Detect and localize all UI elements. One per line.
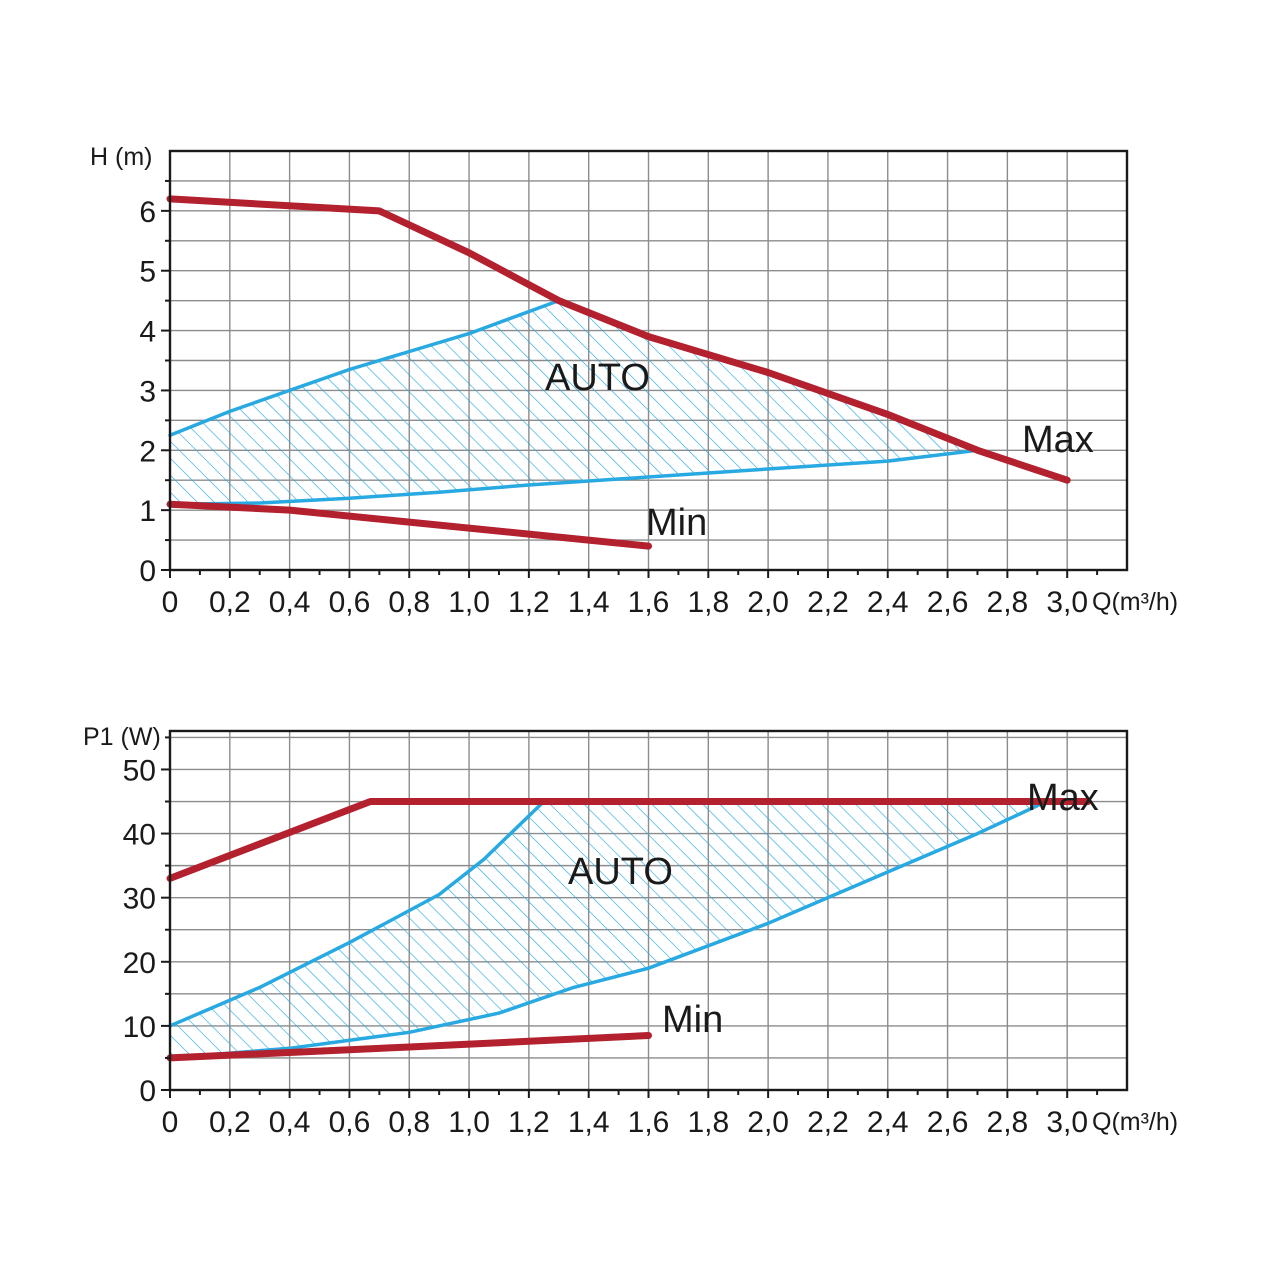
y-axis-title: P1 (W) (83, 723, 161, 751)
x-tick-label: 1,2 (508, 1106, 550, 1139)
head-chart: 0 0,2 0,4 0,6 0,8 1,0 1,2 1,4 1,6 1,8 2,0 2,2 2,4 2,6… (90, 143, 1178, 619)
min-label: Min (662, 999, 723, 1041)
x-tick-label: 1,0 (448, 1106, 490, 1139)
auto-label: AUTO (568, 851, 673, 893)
x-tick-label: 0 (162, 1106, 179, 1139)
min-curve (166, 1032, 652, 1062)
y-tick-label: 5 (139, 256, 156, 289)
x-tick-label: 2,0 (747, 1106, 789, 1139)
max-curve (166, 195, 1071, 484)
x-tick-label: 0,2 (209, 586, 251, 619)
x-tick-label: 0,8 (388, 586, 430, 619)
auto-region-hatch (170, 801, 1047, 1058)
max-label: Max (1027, 777, 1099, 819)
x-axis-title: Q(m³/h) (1092, 1108, 1178, 1136)
y-tick-label: 50 (123, 754, 156, 787)
x-tick-label: 0,8 (388, 1106, 430, 1139)
min-label: Min (646, 502, 707, 544)
x-tick-label: 1,6 (628, 1106, 670, 1139)
grid (170, 151, 1127, 570)
y-axis: 0 10 20 30 40 50 P1 (W) (83, 723, 170, 1108)
x-tick-label: 2,8 (987, 586, 1029, 619)
max-label: Max (1022, 419, 1094, 461)
x-tick-label: 3,0 (1046, 1106, 1088, 1139)
x-tick-label: 1,6 (628, 586, 670, 619)
x-tick-label: 2,2 (807, 586, 849, 619)
auto-lower-curve (168, 799, 1049, 1060)
x-tick-label: 1,4 (568, 1106, 610, 1139)
x-tick-label: 0,6 (329, 586, 371, 619)
y-tick-label: 1 (139, 495, 156, 528)
y-axis: 0 1 2 3 4 5 6 H (m) (90, 143, 170, 588)
y-tick-label: 10 (123, 1011, 156, 1044)
x-axis: 0 0,2 0,4 0,6 0,8 1,0 1,2 1,4 1,6 1,8 2,0 2,2 2,4 2,6… (162, 570, 1178, 619)
x-tick-label: 1,0 (448, 586, 490, 619)
auto-lower-curve (168, 448, 980, 506)
auto-upper-curve (168, 298, 561, 438)
max-curve (166, 798, 1092, 882)
y-tick-label: 40 (123, 819, 156, 852)
y-tick-label: 30 (123, 883, 156, 916)
x-tick-label: 2,0 (747, 586, 789, 619)
x-tick-label: 0 (162, 586, 179, 619)
y-tick-label: 2 (139, 435, 156, 468)
x-axis-title: Q(m³/h) (1092, 588, 1178, 616)
y-tick-label: 20 (123, 947, 156, 980)
x-tick-label: 2,4 (867, 586, 909, 619)
x-tick-label: 2,8 (987, 1106, 1029, 1139)
y-tick-label: 0 (139, 1075, 156, 1108)
x-tick-label: 0,4 (269, 1106, 311, 1139)
x-tick-label: 1,8 (687, 1106, 729, 1139)
x-tick-label: 0,4 (269, 586, 311, 619)
x-tick-label: 0,2 (209, 1106, 251, 1139)
y-tick-label: 3 (139, 375, 156, 408)
x-tick-label: 1,2 (508, 586, 550, 619)
y-tick-label: 0 (139, 555, 156, 588)
min-curve (166, 500, 652, 550)
x-tick-label: 2,2 (807, 1106, 849, 1139)
x-tick-label: 0,6 (329, 1106, 371, 1139)
auto-upper-curve (168, 799, 546, 1028)
y-axis-title: H (m) (90, 143, 152, 171)
y-tick-label: 6 (139, 196, 156, 229)
x-tick-label: 2,4 (867, 1106, 909, 1139)
x-tick-label: 1,4 (568, 586, 610, 619)
x-tick-label: 2,6 (927, 586, 969, 619)
x-tick-label: 3,0 (1046, 586, 1088, 619)
x-axis: 0 0,2 0,4 0,6 0,8 1,0 1,2 1,4 1,6 1,8 2,0 2,2 2,4 2,6… (162, 1090, 1178, 1139)
auto-label: AUTO (545, 357, 650, 399)
x-tick-label: 1,8 (687, 586, 729, 619)
auto-region-hatch (170, 300, 978, 505)
x-tick-label: 2,6 (927, 1106, 969, 1139)
y-tick-label: 4 (139, 316, 156, 349)
power-chart: 0 0,2 0,4 0,6 0,8 1,0 1,2 1,4 1,6 1,8 2,0 2,2 2,4 2,6… (83, 723, 1178, 1139)
